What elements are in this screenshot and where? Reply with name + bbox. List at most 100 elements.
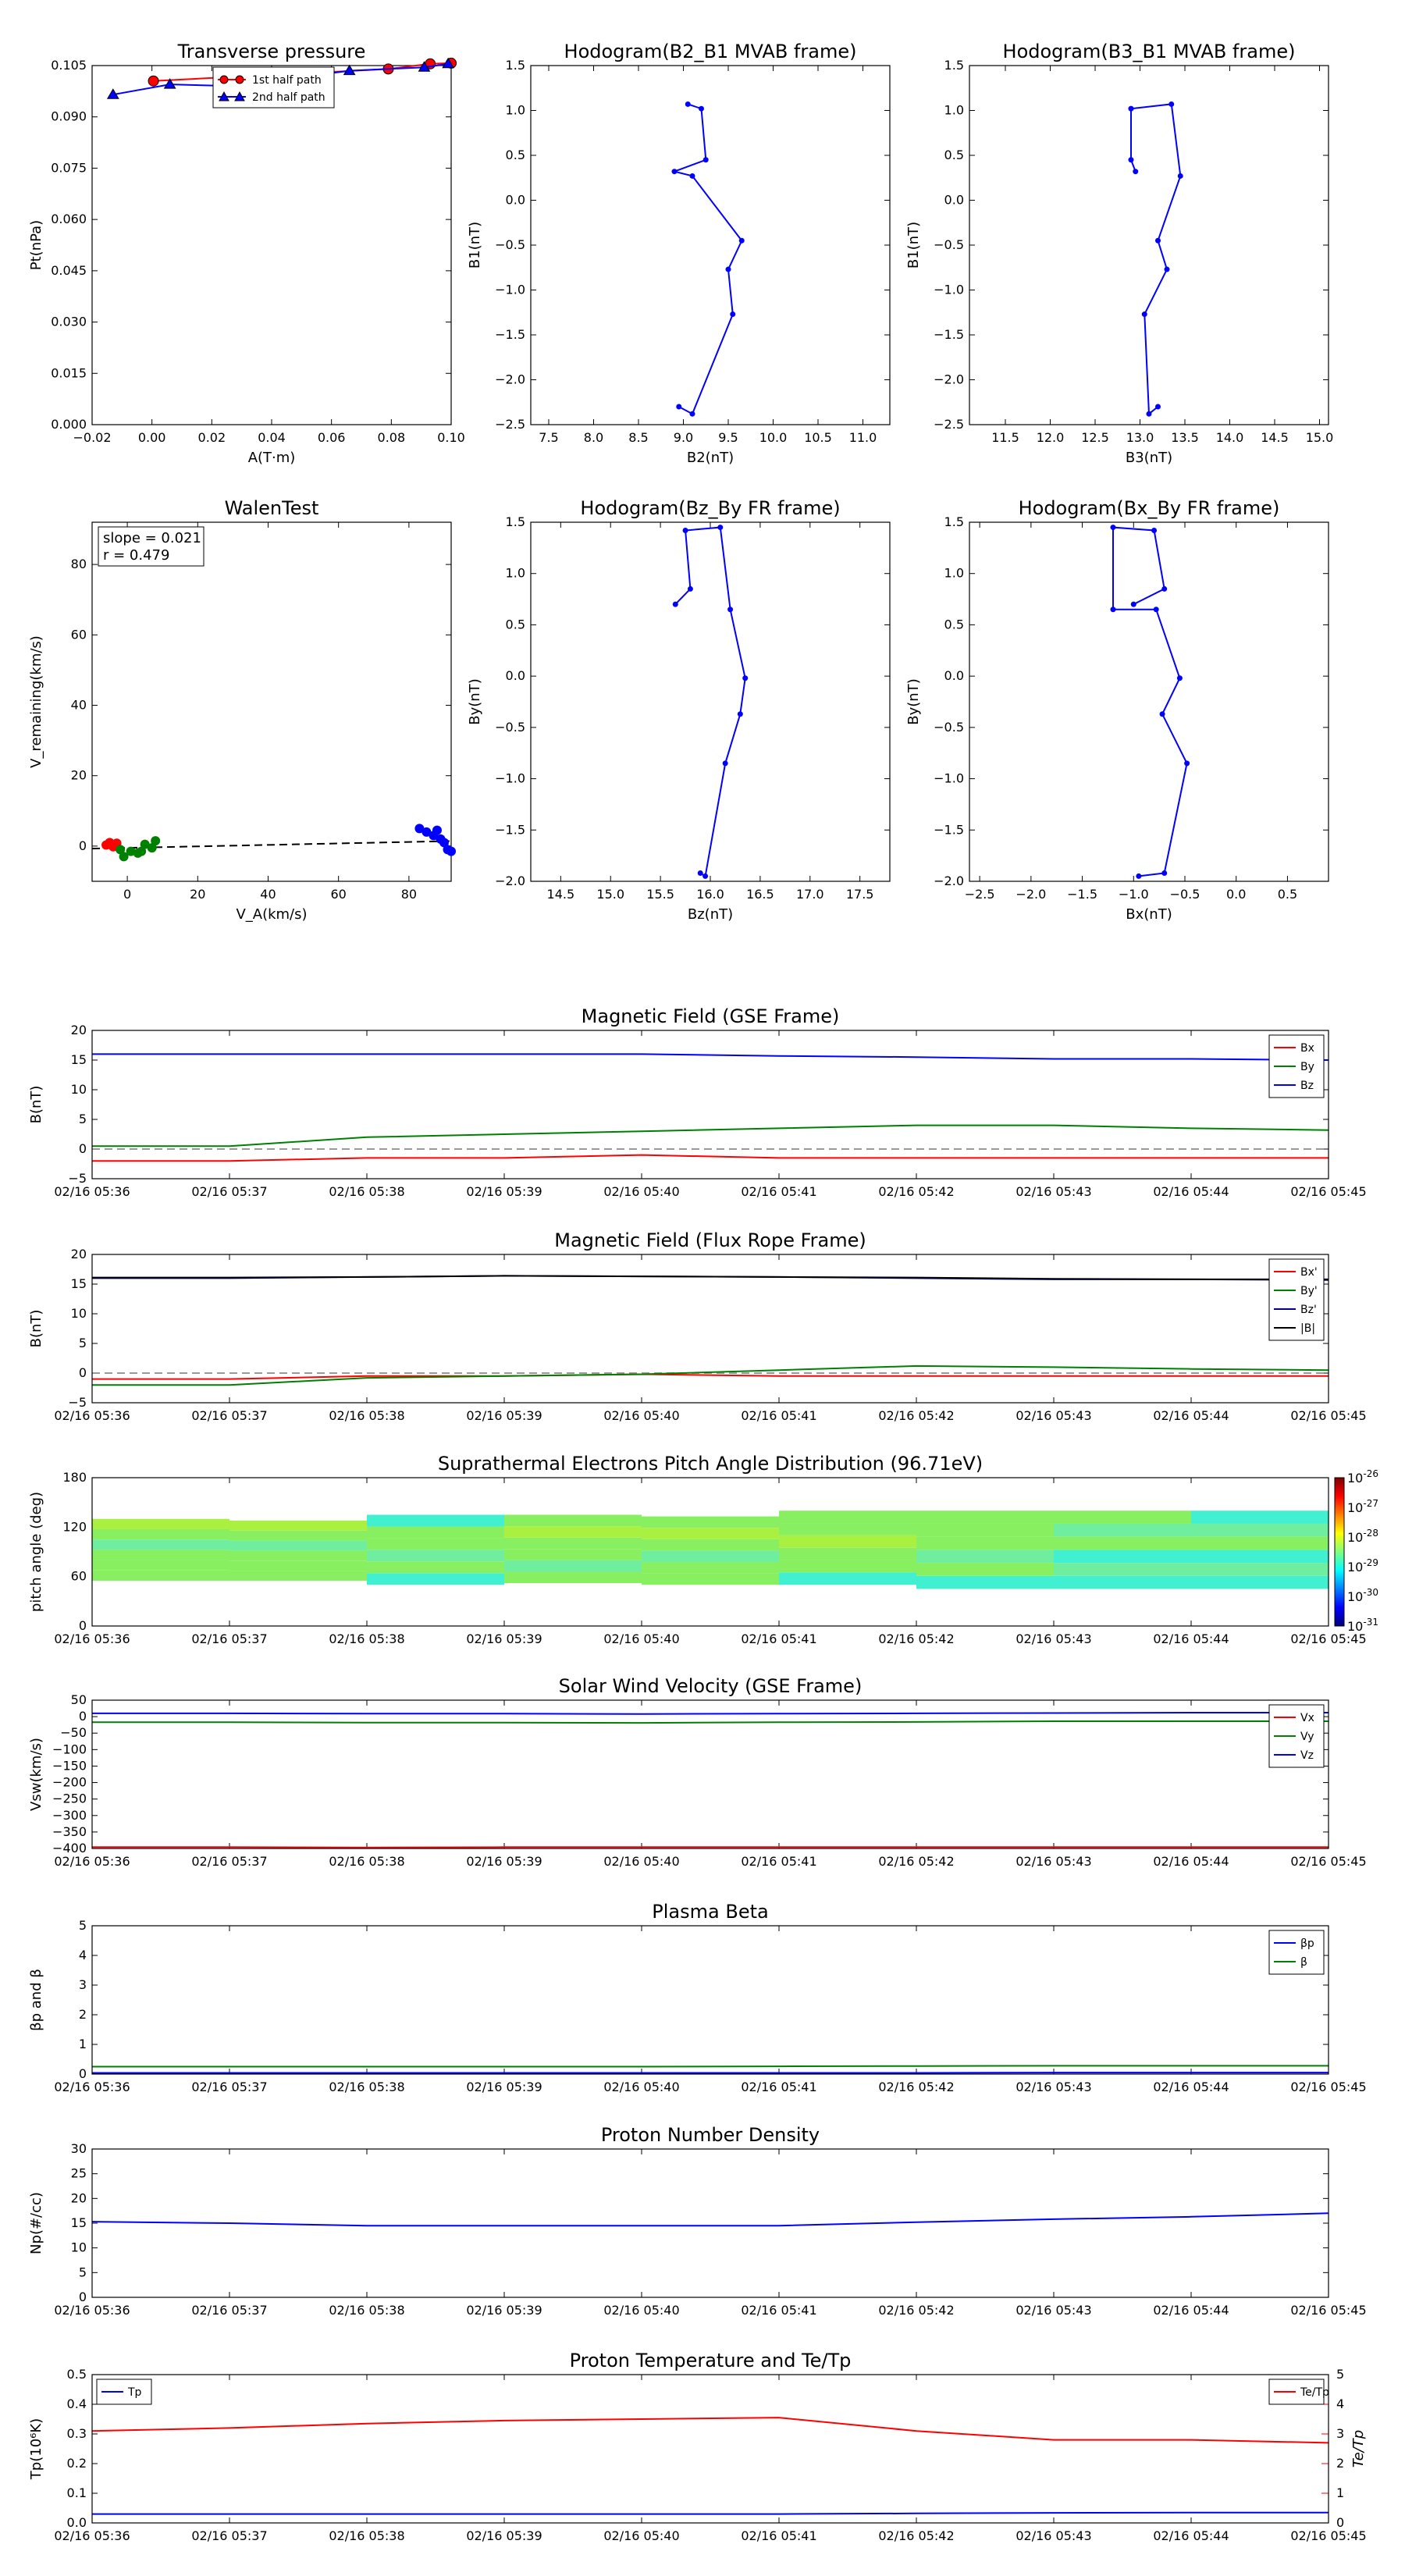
pad-colorbar-tick-base: 10 [1347, 1619, 1363, 1634]
hodo3-xtick-label: 15.0 [596, 887, 624, 902]
pad-cell [229, 1520, 367, 1531]
hodo2-point [1177, 173, 1183, 179]
pad-cell [779, 1572, 916, 1585]
hodo4-point [1159, 711, 1165, 717]
bfr-legend-box [1268, 1258, 1325, 1341]
pad-time-label: 02/16 05:37 [191, 1631, 267, 1646]
pad-colorbar-tick-base: 10 [1347, 1500, 1363, 1515]
pad-time-label: 02/16 05:45 [1290, 1631, 1366, 1646]
tp-series-line [91, 2417, 1329, 2444]
hodo1-xtick-label: 10.0 [759, 430, 788, 445]
beta-time-label: 02/16 05:39 [466, 2080, 542, 2094]
beta-title: Plasma Beta [652, 1901, 768, 1923]
hodo1-ytick-label: −2.0 [495, 372, 525, 387]
pad-colorbar-tick-exp: -26 [1363, 1468, 1378, 1479]
pt-legend-label: 1st half path [252, 74, 322, 87]
tp-legend-label: Te/Tp [1300, 2386, 1329, 2399]
pad-cell [642, 1516, 779, 1528]
pt-xtick-label: −0.02 [73, 430, 111, 445]
hodo2-point [1141, 311, 1147, 318]
bfr-title: Magnetic Field (Flux Rope Frame) [554, 1229, 866, 1251]
hodo3-point [717, 525, 724, 531]
pad-cell [1191, 1563, 1329, 1576]
walen-title: WalenTest [225, 497, 319, 519]
bgse-time-label: 02/16 05:43 [1016, 1184, 1091, 1199]
vsw-legend-label: Vx [1300, 1712, 1314, 1724]
walen-ytick-label: 80 [71, 557, 87, 571]
vsw-time-label: 02/16 05:37 [191, 1854, 267, 1869]
pt-point [418, 61, 431, 72]
pad-colorbar-tick-label: 10-28 [1347, 1528, 1378, 1545]
pad-cell [1054, 1575, 1191, 1589]
hodo4-ytick-label: −1.0 [934, 771, 964, 786]
hodo4-point [1130, 601, 1136, 607]
pad-cell [229, 1560, 367, 1571]
bfr-time-label: 02/16 05:43 [1016, 1408, 1091, 1423]
pad-cell [779, 1535, 916, 1548]
tp-ytick-label: 0.2 [67, 2456, 87, 2471]
pad-cell [92, 1570, 229, 1581]
beta-time-label: 02/16 05:40 [603, 2080, 679, 2094]
hodo3-point [682, 528, 688, 534]
vsw-ytick-label: 0 [79, 1709, 87, 1724]
walen-ylabel: V_remaining(km/s) [28, 635, 44, 768]
np-time-label: 02/16 05:40 [603, 2303, 679, 2318]
pt-ytick-label: 0.000 [51, 417, 87, 432]
hodo2-ytick-label: −0.5 [934, 237, 964, 252]
walen-point [137, 846, 147, 856]
walen-point [446, 846, 456, 856]
bfr-time-label: 02/16 05:37 [191, 1408, 267, 1423]
pt-legend-marker [219, 91, 229, 101]
np-ytick-label: 10 [71, 2240, 87, 2255]
pt-ytick-label: 0.090 [51, 109, 87, 124]
pad-cell [916, 1563, 1054, 1576]
hodo1-point [689, 173, 695, 179]
np-time-label: 02/16 05:38 [329, 2303, 404, 2318]
vsw-panel: 02/16 05:36 02/16 05:37 02/16 05:38 02/16 0… [28, 1675, 1367, 1869]
pt-point [148, 75, 159, 87]
bfr-legend-label: By' [1300, 1285, 1318, 1297]
hodo1-panel: 7.5 8.0 8.5 9.0 9.5 10.0 10.5 11.0 −2.5 −2.0 −1.5 −… [467, 41, 891, 466]
pad-ylabel: pitch angle (deg) [28, 1492, 44, 1612]
pad-cell [504, 1537, 642, 1550]
pad-colorbar-tick-exp: -27 [1363, 1498, 1378, 1509]
pad-colorbar-tick-label: 10-26 [1347, 1468, 1378, 1485]
bgse-title: Magnetic Field (GSE Frame) [582, 1005, 840, 1027]
pt-xlabel: A(T·m) [248, 450, 296, 466]
vsw-series-line [92, 1712, 1329, 1715]
pt-point [106, 88, 119, 99]
vsw-ytick-label: −300 [52, 1808, 87, 1823]
tp-time-label: 02/16 05:45 [1290, 2528, 1366, 2543]
tp-time-label: 02/16 05:37 [191, 2528, 267, 2543]
vsw-ytick-label: −400 [52, 1841, 87, 1856]
hodo2-point [1128, 105, 1134, 112]
pad-cell [1054, 1563, 1191, 1576]
bgse-ytick-label: 10 [71, 1082, 87, 1097]
walen-point [414, 824, 425, 834]
pt-point [343, 64, 356, 76]
np-ytick-label: 15 [71, 2215, 87, 2230]
bgse-time-label: 02/16 05:37 [191, 1184, 267, 1199]
bgse-time-label: 02/16 05:40 [603, 1184, 679, 1199]
hodo3-xlabel: Bz(nT) [688, 906, 733, 923]
hodo4-ytick-label: −2.0 [934, 873, 964, 888]
hodo3-xtick-label: 16.5 [746, 887, 774, 902]
hodo2-title: Hodogram(B3_B1 MVAB frame) [1003, 41, 1296, 62]
hodo1-point [689, 411, 695, 417]
pad-colorbar-tick-exp: -29 [1363, 1557, 1378, 1568]
hodo1-xtick-label: 10.5 [804, 430, 832, 445]
vsw-time-label: 02/16 05:40 [603, 1854, 679, 1869]
panels-layer: −0.02 0.00 0.02 0.04 0.06 0.08 0.100.0000.0150… [28, 41, 1378, 2543]
np-axes-frame [91, 2148, 1329, 2298]
hodo1-xtick-label: 8.5 [628, 430, 648, 445]
hodo2-xtick-label: 13.0 [1126, 430, 1154, 445]
np-ytick-label: 30 [71, 2141, 87, 2156]
hodo2-ytick-label: −1.0 [934, 283, 964, 297]
hodo1-ytick-label: −2.5 [495, 417, 525, 432]
hodo4-ytick-label: −0.5 [934, 720, 964, 735]
bfr-time-label: 02/16 05:38 [329, 1408, 404, 1423]
hodo3-ylabel: By(nT) [467, 678, 483, 724]
bgse-time-label: 02/16 05:36 [54, 1184, 130, 1199]
tp-axes-frame [91, 2374, 1329, 2524]
